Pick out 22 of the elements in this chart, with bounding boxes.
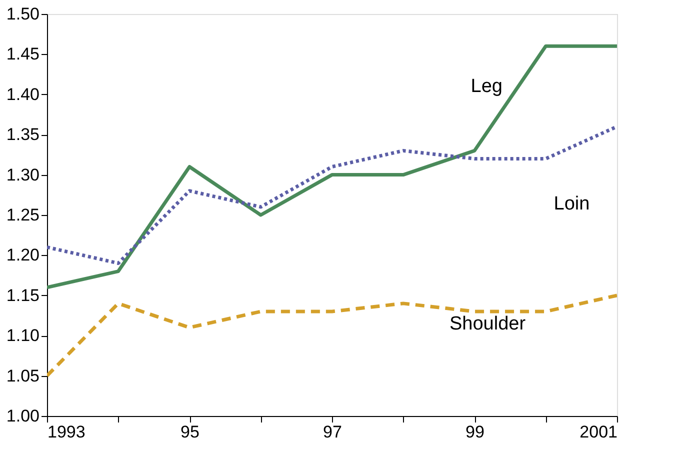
y-tick-label: 1.20 — [6, 246, 40, 265]
series-label: Shoulder — [450, 313, 526, 334]
x-tick-label: 2001 — [580, 422, 618, 442]
y-tick-label: 1.05 — [6, 366, 40, 386]
y-tick-label: 1.40 — [6, 84, 40, 104]
x-tick-label: 99 — [466, 422, 484, 442]
line-series — [47, 124, 617, 265]
y-tick-label: 1.30 — [6, 165, 40, 184]
x-tick-label: 95 — [180, 422, 200, 442]
series-label: Loin — [554, 194, 590, 215]
y-tick-label: 1.35 — [6, 125, 40, 144]
y-tick-label: 1.45 — [6, 44, 40, 64]
y-tick-label: 1.00 — [6, 406, 40, 426]
y-tick-label: 1.50 — [6, 4, 40, 24]
x-tick-label: 97 — [323, 422, 342, 442]
y-tick-label: 1.25 — [6, 206, 40, 224]
line-series — [47, 294, 617, 378]
line-series — [47, 44, 617, 290]
series-label: Leg — [470, 76, 502, 98]
x-tick-label: 1993 — [48, 422, 86, 442]
y-tick-label: 1.15 — [6, 286, 40, 305]
y-tick-label: 1.10 — [6, 326, 40, 346]
